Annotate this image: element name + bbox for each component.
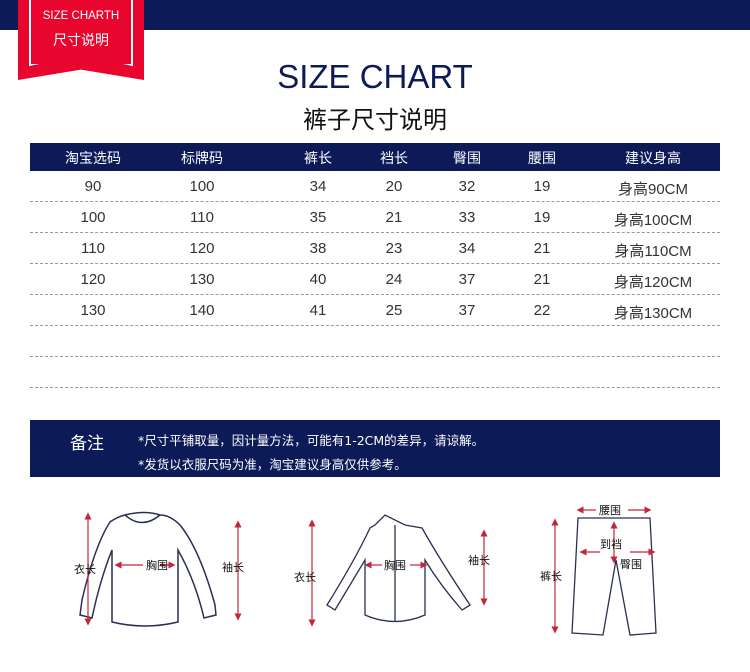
table-cell: 40 <box>309 271 327 288</box>
table-cell: 130 <box>189 271 215 288</box>
table-cell: 37 <box>458 302 476 319</box>
sweater-sleeve-label: 袖长 <box>222 560 244 574</box>
measurement-diagrams: 衣长 胸围 袖长 衣长 胸围 袖长 腰围 到裆 臀围 裤长 <box>74 504 657 636</box>
note-label: 备注 <box>70 434 104 454</box>
badge-line1: SIZE CHARTH <box>42 10 120 22</box>
table-row: 90 100 34 20 32 19 身高90CM <box>30 171 720 202</box>
sweater-diagram <box>79 511 217 627</box>
table-cell: 140 <box>189 302 215 319</box>
table-cell: 21 <box>385 209 403 226</box>
table-cell: 身高90CM <box>617 181 689 198</box>
table-cell: 19 <box>533 209 551 226</box>
table-cell: 21 <box>533 271 551 288</box>
table-cell: 33 <box>458 209 476 226</box>
shirt-chest-label: 胸围 <box>384 558 406 572</box>
shirt-sleeve-label: 袖长 <box>468 553 490 567</box>
table-cell: 19 <box>533 178 551 195</box>
table-cell: 35 <box>309 209 327 226</box>
table-cell: 100 <box>189 178 215 195</box>
table-cell: 身高120CM <box>613 274 693 291</box>
table-cell: 120 <box>189 240 215 257</box>
shirt-diagram <box>326 514 471 623</box>
table-cell: 130 <box>80 302 106 319</box>
table-cell: 24 <box>385 271 403 288</box>
table-cell: 21 <box>533 240 551 257</box>
empty-row <box>30 357 720 388</box>
table-row: 100 110 35 21 33 19 身高100CM <box>30 202 720 233</box>
column-header: 腰围 <box>528 151 556 167</box>
table-row: 120 130 40 24 37 21 身高120CM <box>30 264 720 295</box>
shirt-length-label: 衣长 <box>294 570 316 584</box>
table-cell: 120 <box>80 271 106 288</box>
table-cell: 32 <box>458 178 476 195</box>
column-header: 臀围 <box>453 151 481 167</box>
sweater-chest-label: 胸围 <box>146 558 168 572</box>
column-header: 裆长 <box>380 151 408 167</box>
table-cell: 23 <box>385 240 403 257</box>
table-cell: 身高100CM <box>613 212 693 229</box>
table-cell: 身高130CM <box>613 305 693 322</box>
table-cell: 20 <box>385 178 403 195</box>
sweater-length-label: 衣长 <box>74 562 96 576</box>
empty-row <box>30 326 720 357</box>
table-header: 淘宝选码 标牌码 裤长 裆长 臀围 腰围 建议身高 <box>30 143 720 171</box>
pants-length-label: 裤长 <box>540 569 562 583</box>
pants-waist-label: 腰围 <box>599 504 621 517</box>
table-cell: 38 <box>309 240 327 257</box>
table-cell: 身高110CM <box>614 243 692 260</box>
table-cell: 22 <box>533 302 551 319</box>
badge-line2: 尺寸说明 <box>53 33 109 49</box>
column-header: 淘宝选码 <box>65 151 121 167</box>
table-cell: 34 <box>458 240 476 257</box>
table-cell: 37 <box>458 271 476 288</box>
column-header: 裤长 <box>304 151 332 167</box>
table-cell: 41 <box>309 302 327 319</box>
note-box: 备注 *尺寸平铺取量，因计量方法，可能有1-2CM的差异，请谅解。 *发货以衣服… <box>30 420 720 477</box>
column-header: 建议身高 <box>625 151 681 167</box>
pants-diagram <box>571 517 657 636</box>
table-row: 130 140 41 25 37 22 身高130CM <box>30 295 720 326</box>
pants-hip-label: 臀围 <box>620 558 642 571</box>
pants-crotch-label: 到裆 <box>600 538 622 551</box>
table-cell: 110 <box>190 209 214 226</box>
table-cell: 100 <box>80 209 106 226</box>
column-header: 标牌码 <box>181 151 223 167</box>
page-subtitle: 裤子尺寸说明 <box>303 106 447 134</box>
note-line-2: *发货以衣服尺码为准，淘宝建议身高仅供参考。 <box>138 457 407 472</box>
table-row: 110 120 38 23 34 21 身高110CM <box>30 233 720 264</box>
table-cell: 25 <box>385 302 403 319</box>
size-chart-badge: SIZE CHARTH 尺寸说明 <box>18 0 144 80</box>
note-line-1: *尺寸平铺取量，因计量方法，可能有1-2CM的差异，请谅解。 <box>138 433 485 448</box>
table-cell: 90 <box>84 178 102 195</box>
page-title: SIZE CHART <box>277 58 473 95</box>
table-cell: 110 <box>81 240 105 257</box>
table-cell: 34 <box>309 178 327 195</box>
